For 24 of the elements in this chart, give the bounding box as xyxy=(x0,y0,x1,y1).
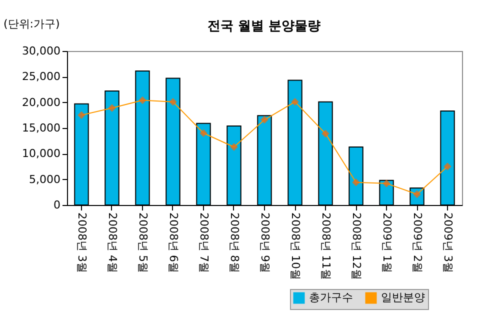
x-tick-label: 2008년 6월 xyxy=(166,212,180,273)
legend-label: 일반분양 xyxy=(381,291,425,304)
chart-title: 전국 월별 분양물량 xyxy=(207,19,321,34)
x-tick-label: 2008년 11월 xyxy=(320,212,333,280)
y-tick-label: 25,000 xyxy=(22,70,60,84)
x-tick-label: 2008년 7월 xyxy=(197,212,210,273)
y-tick-label: 0 xyxy=(54,198,60,212)
legend-label: 총가구수 xyxy=(309,291,353,304)
y-tick-label: 15,000 xyxy=(22,122,60,134)
y-tick-label: 5,000 xyxy=(29,172,60,186)
x-tick-label: 2009년 2월 xyxy=(411,212,424,273)
x-tick-label: 2008년 3월 xyxy=(75,212,88,273)
x-tick-label: 2008년 12월 xyxy=(350,212,364,280)
y-axis-title: (단위:가구) xyxy=(4,18,60,30)
x-tick-label: 2008년 8월 xyxy=(228,212,241,273)
y-tick-label: 30,000 xyxy=(22,44,60,58)
x-tick-label: 2008년 10월 xyxy=(289,212,302,280)
x-tick-label: 2009년 1월 xyxy=(380,212,394,273)
x-tick-label: 2008년 9월 xyxy=(258,212,272,273)
x-tick-label: 2008년 4월 xyxy=(106,212,119,273)
x-tick-label: 2009년 3월 xyxy=(442,212,455,273)
y-tick-label: 10,000 xyxy=(22,147,60,160)
x-tick-label: 2008년 5월 xyxy=(136,212,150,273)
y-tick-label: 20,000 xyxy=(22,96,60,109)
